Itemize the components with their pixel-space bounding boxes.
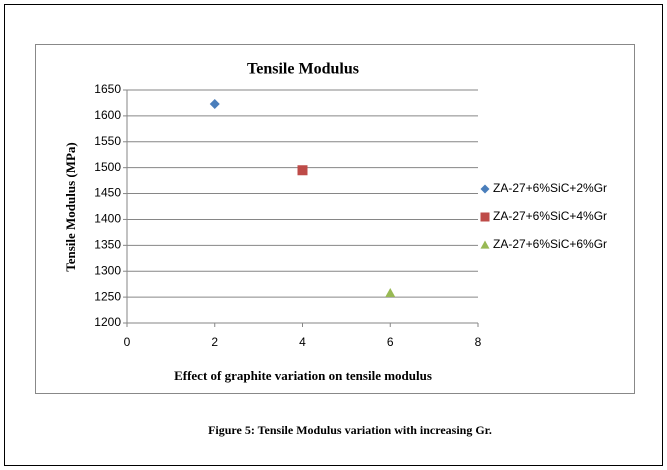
y-tick-label: 1500 bbox=[94, 160, 121, 174]
x-axis-label: Effect of graphite variation on tensile … bbox=[174, 368, 432, 383]
legend-marker bbox=[480, 240, 490, 249]
chart-title: Tensile Modulus bbox=[247, 61, 359, 78]
y-tick-label: 1200 bbox=[94, 315, 121, 329]
x-tick-label: 6 bbox=[387, 335, 394, 349]
legend-label: ZA-27+6%SiC+6%Gr bbox=[493, 237, 607, 251]
legend-marker bbox=[480, 212, 490, 222]
x-tick-label: 4 bbox=[299, 335, 306, 349]
caption: Figure 5: Tensile Modulus variation with… bbox=[208, 423, 492, 437]
y-tick-label: 1450 bbox=[94, 186, 121, 200]
legend-marker bbox=[480, 184, 490, 194]
y-tick-label: 1250 bbox=[94, 289, 121, 303]
legend-label: ZA-27+6%SiC+4%Gr bbox=[493, 209, 607, 223]
x-tick-label: 2 bbox=[211, 335, 218, 349]
marker bbox=[209, 98, 220, 109]
x-tick-label: 0 bbox=[124, 335, 131, 349]
y-tick-label: 1300 bbox=[94, 263, 121, 277]
y-tick-label: 1600 bbox=[94, 108, 121, 122]
y-tick-label: 1400 bbox=[94, 212, 121, 226]
marker bbox=[385, 287, 396, 297]
marker bbox=[297, 165, 308, 176]
x-tick-label: 8 bbox=[475, 335, 482, 349]
y-axis-label: Tensile Modulus (MPa) bbox=[63, 142, 78, 272]
legend-label: ZA-27+6%SiC+2%Gr bbox=[493, 181, 607, 195]
y-tick-label: 1550 bbox=[94, 134, 121, 148]
y-tick-label: 1350 bbox=[94, 238, 121, 252]
y-tick-label: 1650 bbox=[94, 82, 121, 96]
